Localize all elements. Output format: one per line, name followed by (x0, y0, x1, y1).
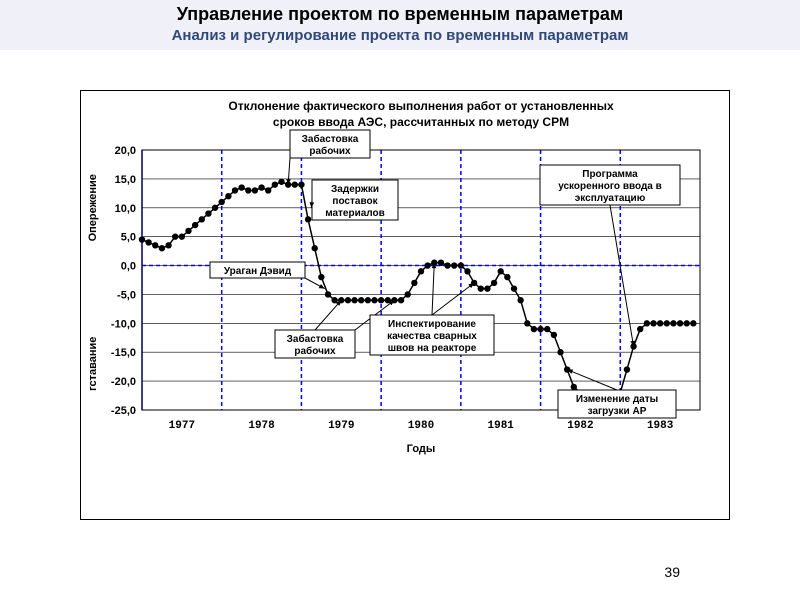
svg-text:ускоренного ввода в: ускоренного ввода в (558, 181, 662, 192)
svg-text:1978: 1978 (248, 420, 275, 432)
svg-text:Отклонение фактического выполн: Отклонение фактического выполнения работ… (228, 99, 614, 113)
svg-text:Задержки: Задержки (331, 184, 379, 195)
chart-container: Отклонение фактического выполнения работ… (80, 90, 730, 520)
svg-text:Программа: Программа (582, 169, 638, 180)
svg-text:поставок: поставок (332, 196, 378, 207)
svg-text:Инспектирование: Инспектирование (388, 319, 476, 330)
header-bar: Управление проектом по временным парамет… (0, 0, 800, 50)
svg-text:-25,0: -25,0 (111, 405, 136, 417)
svg-text:10,0: 10,0 (115, 203, 136, 215)
svg-text:-5,0: -5,0 (117, 289, 136, 301)
svg-text:1977: 1977 (169, 420, 195, 432)
svg-text:гставание: гставание (87, 337, 99, 391)
svg-text:1981: 1981 (488, 420, 515, 432)
svg-text:-10,0: -10,0 (111, 318, 136, 330)
svg-text:1980: 1980 (408, 420, 434, 432)
page-number: 39 (664, 564, 680, 580)
svg-text:Годы: Годы (407, 443, 436, 455)
svg-text:-15,0: -15,0 (111, 347, 136, 359)
svg-text:Опережение: Опережение (87, 174, 99, 241)
svg-text:загрузки АР: загрузки АР (588, 406, 647, 417)
svg-text:1983: 1983 (647, 420, 674, 432)
svg-text:швов на реакторе: швов на реакторе (388, 343, 477, 354)
svg-text:сроков ввода АЭС, рассчитанных: сроков ввода АЭС, рассчитанных по методу… (273, 115, 569, 129)
svg-text:1979: 1979 (328, 420, 354, 432)
svg-text:15,0: 15,0 (115, 174, 136, 186)
svg-text:эксплуатацию: эксплуатацию (575, 193, 646, 204)
sub-title: Анализ и регулирование проекта по времен… (0, 27, 800, 44)
svg-text:Забастовка: Забастовка (287, 333, 344, 345)
svg-text:качества сварных: качества сварных (387, 331, 477, 342)
svg-text:-20,0: -20,0 (111, 376, 136, 388)
svg-text:Забастовка: Забастовка (302, 133, 359, 145)
main-title: Управление проектом по временным парамет… (0, 4, 800, 25)
svg-text:5,0: 5,0 (121, 232, 136, 244)
svg-text:0,0: 0,0 (121, 261, 136, 273)
svg-text:рабочих: рабочих (294, 345, 336, 357)
svg-text:рабочих: рабочих (309, 145, 351, 157)
svg-text:Ураган Дэвид: Ураган Дэвид (224, 266, 292, 277)
svg-text:20,0: 20,0 (115, 145, 136, 157)
svg-text:Изменение даты: Изменение даты (576, 394, 658, 405)
chart-svg: Отклонение фактического выполнения работ… (80, 90, 730, 520)
svg-text:материалов: материалов (325, 208, 385, 219)
svg-text:1982: 1982 (567, 420, 593, 432)
